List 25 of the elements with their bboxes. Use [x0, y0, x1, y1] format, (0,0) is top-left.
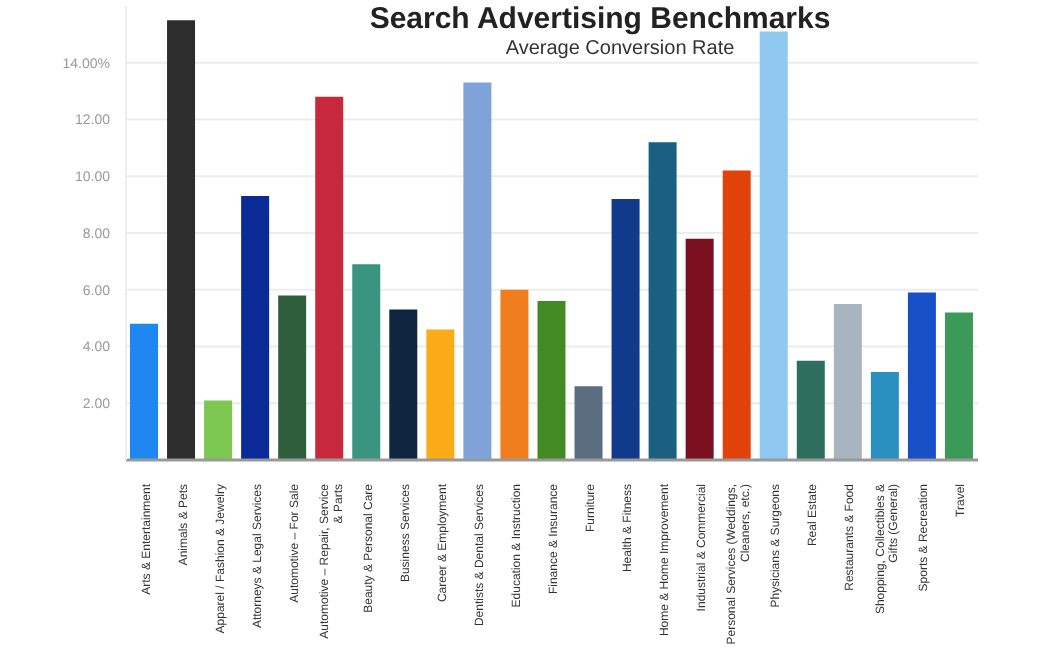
bar	[463, 82, 492, 460]
bar	[389, 309, 418, 460]
bar	[130, 323, 158, 460]
bar	[167, 20, 196, 460]
bar	[722, 170, 751, 460]
bar	[241, 196, 270, 460]
bar	[611, 198, 640, 460]
bar	[537, 301, 566, 460]
bar	[759, 31, 788, 460]
bar	[648, 142, 677, 460]
bar	[833, 303, 862, 460]
bar	[500, 289, 529, 460]
bar	[685, 238, 714, 460]
bar	[907, 292, 936, 460]
text: Average Conversion Rate	[503, 38, 737, 60]
bar	[352, 264, 381, 460]
bar	[204, 400, 233, 460]
bar	[870, 372, 899, 460]
bar	[315, 96, 344, 460]
chart-title: Search Advertising Benchmarks	[367, 2, 833, 36]
bar	[278, 295, 307, 460]
bar	[426, 329, 455, 460]
bar	[796, 360, 825, 460]
bar	[944, 312, 973, 460]
bar	[574, 386, 603, 460]
